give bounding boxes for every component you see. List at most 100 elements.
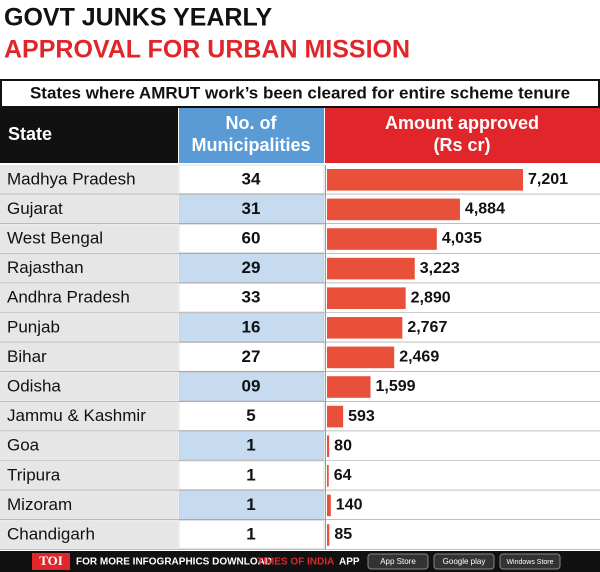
amount-label: 4,035 <box>442 230 482 247</box>
muni-cell <box>178 460 325 490</box>
amount-label: 80 <box>334 437 352 454</box>
amount-bar <box>327 169 523 191</box>
municipalities: 5 <box>246 406 255 425</box>
muni-cell <box>178 312 325 342</box>
state-cell <box>0 372 178 401</box>
amount-bar <box>327 494 331 517</box>
amount-bar <box>327 228 437 250</box>
column-header: (Rs cr) <box>433 135 490 155</box>
footer-app: APP <box>339 557 360 568</box>
title-line1: GOVT JUNKS YEARLY <box>4 4 272 32</box>
muni-cell <box>178 164 325 194</box>
footer-text: FOR MORE INFOGRAPHICS DOWNLOAD <box>76 557 272 568</box>
amount-label: 85 <box>334 526 352 543</box>
state-cell <box>0 283 178 312</box>
amount-bar <box>327 198 460 221</box>
store-badge[interactable] <box>433 553 495 570</box>
state-cell <box>0 253 178 283</box>
store-badge[interactable] <box>499 553 561 570</box>
muni-cell <box>178 342 325 372</box>
column-header: Municipalities <box>191 135 310 155</box>
muni-cell <box>178 431 325 461</box>
state-cell <box>0 401 178 431</box>
state-name: Andhra Pradesh <box>7 288 130 307</box>
amount-bar <box>327 465 329 487</box>
amount-label: 140 <box>336 497 363 514</box>
amount-bar <box>327 257 415 280</box>
state-name: Tripura <box>7 465 61 484</box>
column-header: No. of <box>226 113 278 133</box>
municipalities: 34 <box>242 169 261 188</box>
store3[interactable]: Windows Store <box>506 559 553 566</box>
municipalities: 60 <box>242 228 261 247</box>
municipalities: 31 <box>242 199 261 218</box>
state-cell <box>0 431 178 460</box>
state-name: Goa <box>7 436 40 455</box>
amount-bar <box>327 346 395 369</box>
state-name: Odisha <box>7 376 61 395</box>
muni-cell <box>178 490 325 520</box>
title-line2: APPROVAL FOR URBAN MISSION <box>4 36 410 64</box>
state-name: Gujarat <box>7 199 63 218</box>
store2[interactable]: Google play <box>443 557 486 566</box>
amount-label: 2,767 <box>407 319 447 336</box>
muni-cell <box>178 194 325 224</box>
municipalities: 1 <box>246 465 255 484</box>
store-badge[interactable] <box>367 553 429 570</box>
state-cell <box>0 520 178 549</box>
column-header: State <box>8 124 52 144</box>
muni-cell <box>178 283 325 313</box>
amount-label: 4,884 <box>465 201 505 218</box>
municipalities: 29 <box>242 258 261 277</box>
state-cell <box>0 342 178 372</box>
municipalities: 09 <box>242 376 261 395</box>
state-cell <box>0 490 178 520</box>
amount-bar <box>327 435 330 457</box>
state-name: Mizoram <box>7 495 72 514</box>
footer-brand: TIMES OF INDIA <box>257 557 334 568</box>
state-name: Punjab <box>7 317 60 336</box>
caption-box <box>0 79 600 108</box>
amount-label: 593 <box>348 408 375 425</box>
header-state-bg <box>0 108 178 163</box>
muni-cell <box>178 519 325 550</box>
muni-cell <box>178 401 325 431</box>
state-cell <box>0 224 178 253</box>
caption: States where AMRUT work’s been cleared f… <box>30 83 570 102</box>
column-header: Amount approved <box>385 113 539 133</box>
muni-cell <box>178 223 325 254</box>
municipalities: 27 <box>242 347 261 366</box>
state-name: Chandigarh <box>7 524 95 543</box>
amount-label: 1,599 <box>376 378 416 395</box>
state-name: Bihar <box>7 347 47 366</box>
state-cell <box>0 461 178 490</box>
footer-logo-bg <box>32 553 70 570</box>
amount-label: 3,223 <box>420 260 460 277</box>
municipalities: 1 <box>246 436 255 455</box>
municipalities: 1 <box>246 495 255 514</box>
header-amount-bg <box>325 108 600 163</box>
state-cell <box>0 194 178 224</box>
state-name: Jammu & Kashmir <box>7 406 146 425</box>
amount-bar <box>327 317 403 339</box>
amount-label: 2,890 <box>411 289 451 306</box>
footer-logo: TOI <box>39 553 63 568</box>
state-name: Rajasthan <box>7 258 84 277</box>
muni-cell <box>178 253 325 283</box>
municipalities: 33 <box>242 288 261 307</box>
amount-label: 2,469 <box>399 349 439 366</box>
amount-bar <box>327 405 344 428</box>
amount-bar <box>327 524 330 546</box>
muni-cell <box>178 371 325 402</box>
amount-label: 7,201 <box>528 171 568 188</box>
municipalities: 16 <box>242 317 261 336</box>
state-cell <box>0 313 178 342</box>
amount-bar <box>327 376 371 398</box>
amount-label: 64 <box>334 467 352 484</box>
header-muni-bg <box>179 108 324 163</box>
store1[interactable]: App Store <box>380 557 416 566</box>
municipalities: 1 <box>246 524 255 543</box>
state-cell <box>0 165 178 194</box>
amount-bar <box>327 287 406 309</box>
